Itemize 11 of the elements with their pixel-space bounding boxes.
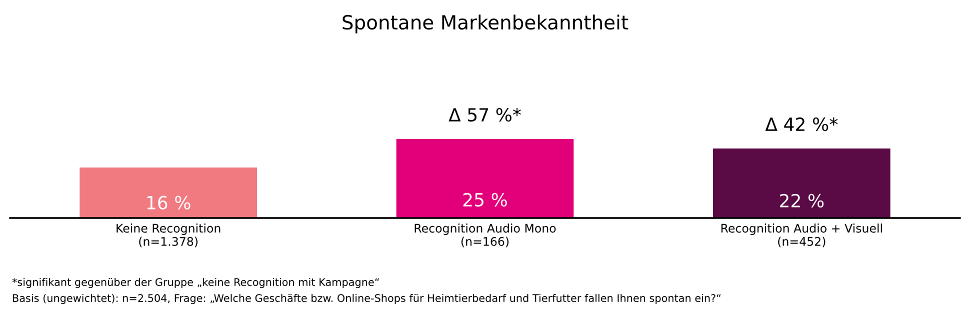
data-label: 25 % (463, 192, 507, 207)
x-tick-label: Keine Recognition (n=1.378) (116, 224, 220, 248)
chart-title: Spontane Markenbekanntheit (342, 14, 628, 34)
text: *signifikant gegenüber der Gruppe „keine Recognition mit Kampagne“ (12, 278, 379, 288)
x-tick-label: Recognition Audio + Visuell (n=452) (721, 224, 882, 248)
data-label: 22 % (780, 194, 824, 208)
annotation: Δ 57 %* (448, 108, 521, 122)
text: Basis (ungewichtet): n=2.504, Frage: „Welche Geschäfte bzw. Online-Shops für Heimtierbedarf und Tierfutter fallen Ihnen spontan ein?“ (13, 294, 721, 304)
annotation: Δ 42 %* (765, 117, 838, 132)
x-tick-label: Recognition Audio Mono (n=166) (414, 224, 556, 248)
data-label: 16 % (147, 196, 190, 210)
